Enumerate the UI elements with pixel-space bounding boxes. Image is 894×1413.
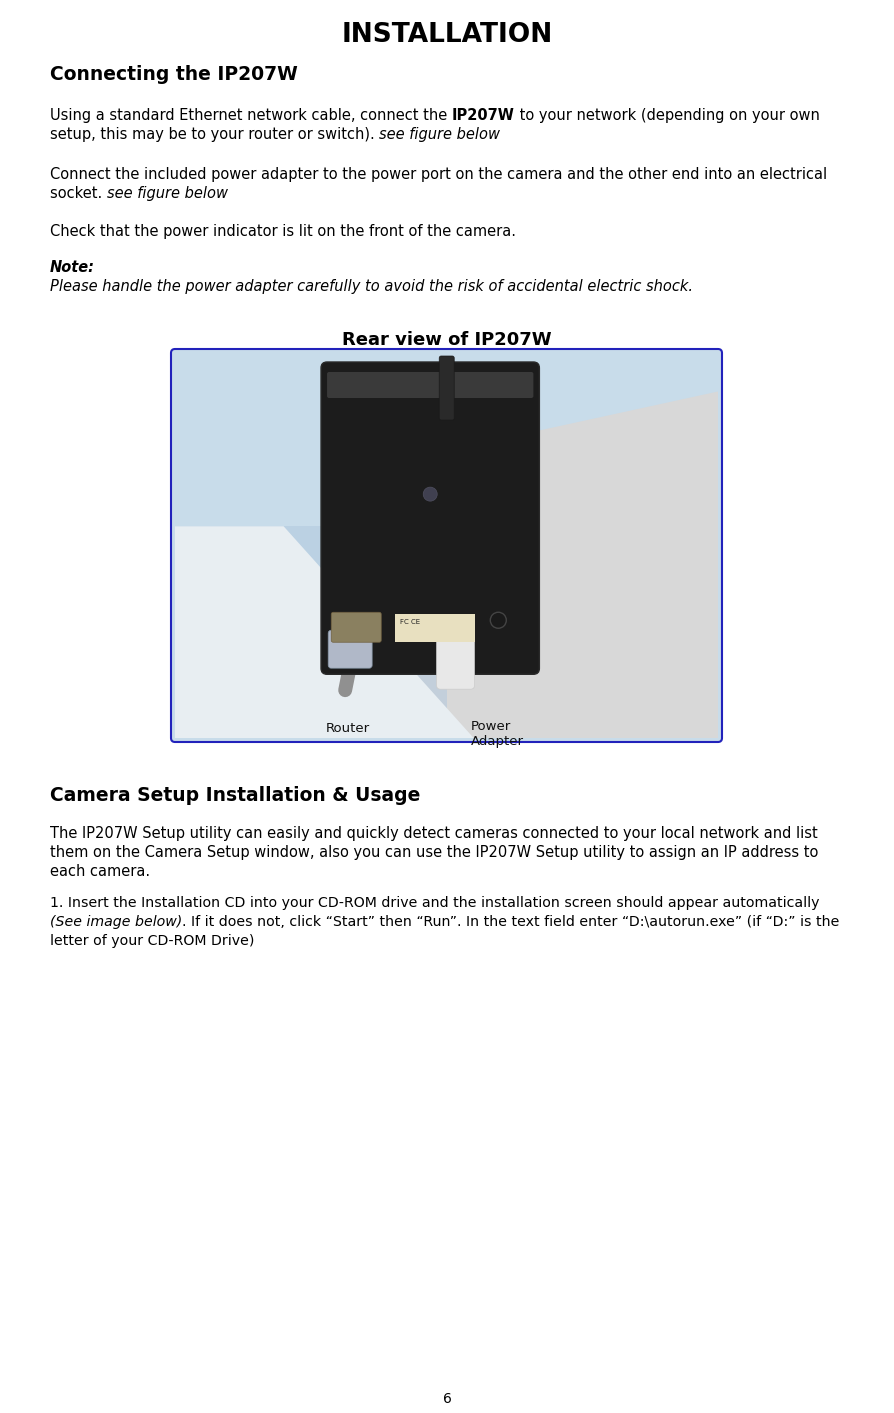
Text: Rear view of IP207W: Rear view of IP207W [342,331,552,349]
Text: . If it does not, click “Start” then “Run”. In the text field enter “D:\autorun.: . If it does not, click “Start” then “Ru… [182,916,839,928]
Text: letter of your CD-ROM Drive): letter of your CD-ROM Drive) [50,934,255,948]
FancyBboxPatch shape [175,526,446,738]
Circle shape [490,612,506,629]
Polygon shape [365,391,718,738]
Text: Camera Setup Installation & Usage: Camera Setup Installation & Usage [50,786,420,805]
Circle shape [423,487,437,502]
FancyBboxPatch shape [321,362,539,674]
Bar [395,615,475,643]
Text: (See image below): (See image below) [50,916,182,928]
Text: IP207W: IP207W [451,107,515,123]
Text: INSTALLATION: INSTALLATION [342,23,552,48]
FancyBboxPatch shape [332,612,381,643]
Text: see figure below: see figure below [379,127,501,141]
Text: Connecting the IP207W: Connecting the IP207W [50,65,298,83]
Text: to your network (depending on your own: to your network (depending on your own [515,107,820,123]
Text: Please handle the power adapter carefully to avoid the risk of accidental electr: Please handle the power adapter carefull… [50,278,693,294]
Text: Check that the power indicator is lit on the front of the camera.: Check that the power indicator is lit on… [50,225,516,239]
Text: each camera.: each camera. [50,863,150,879]
Text: see figure below: see figure below [107,187,228,201]
FancyBboxPatch shape [171,349,722,742]
Text: Router: Router [326,722,370,735]
FancyBboxPatch shape [436,629,475,690]
FancyBboxPatch shape [439,356,454,420]
Text: Note:: Note: [50,260,95,276]
Text: The IP207W Setup utility can easily and quickly detect cameras connected to your: The IP207W Setup utility can easily and … [50,827,818,841]
Text: 6: 6 [443,1392,451,1406]
Text: them on the Camera Setup window, also you can use the IP207W Setup utility to as: them on the Camera Setup window, also yo… [50,845,818,861]
Text: setup, this may be to your router or switch).: setup, this may be to your router or swi… [50,127,379,141]
FancyBboxPatch shape [328,630,372,668]
Text: Power
Adapter: Power Adapter [470,721,524,747]
FancyBboxPatch shape [327,372,534,398]
Text: 1. Insert the Installation CD into your CD-ROM drive and the installation screen: 1. Insert the Installation CD into your … [50,896,820,910]
Polygon shape [175,526,474,738]
Text: socket.: socket. [50,187,107,201]
Text: Using a standard Ethernet network cable, connect the: Using a standard Ethernet network cable,… [50,107,451,123]
Text: Connect the included power adapter to the power port on the camera and the other: Connect the included power adapter to th… [50,167,827,182]
Text: FC CE: FC CE [401,619,420,625]
